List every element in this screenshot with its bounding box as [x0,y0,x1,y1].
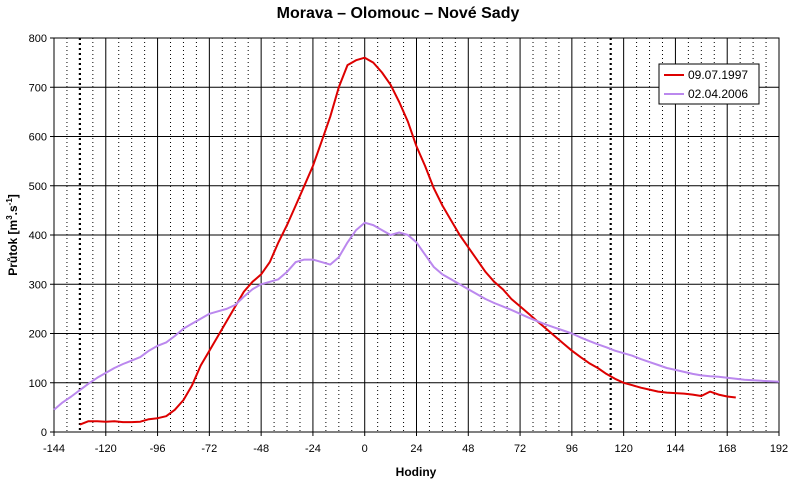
y-tick-label: 500 [29,181,47,193]
x-tick-label: -24 [305,443,321,455]
x-tick-label: 0 [362,443,368,455]
y-tick-label: 100 [29,378,47,390]
legend-box [658,63,760,105]
x-tick-label: 96 [566,443,578,455]
x-axis-label: Hodiny [396,465,437,479]
chart-title: Morava – Olomouc – Nové Sady [277,5,520,22]
x-tick-label: -72 [201,443,217,455]
x-tick-label: 48 [462,443,474,455]
x-tick-label: 192 [770,443,788,455]
series-line-2 [53,221,780,411]
legend: 09.07.1997 02.04.2006 [658,63,760,105]
y-tick-label: 800 [29,33,47,45]
x-tick-label: 144 [666,443,684,455]
x-tick-label: 168 [718,443,736,455]
grid [54,38,779,432]
y-tick-label: 200 [29,329,47,341]
x-tick-label: 24 [410,443,422,455]
legend-label-1: 09.07.1997 [688,68,748,82]
y-tick-label: 0 [41,427,47,439]
y-tick-label: 600 [29,132,47,144]
x-tick-label: -48 [253,443,269,455]
y-tick-label: 700 [29,82,47,94]
x-tick-label: -144 [43,443,65,455]
series-layer [53,56,780,426]
y-tick-label: 300 [29,279,47,291]
x-tick-label: 120 [614,443,632,455]
x-tick-label: -120 [95,443,117,455]
x-tick-label: -96 [150,443,166,455]
legend-label-2: 02.04.2006 [688,87,748,101]
y-tick-label: 400 [29,230,47,242]
x-tick-label: 72 [514,443,526,455]
tick-labels: -144 -120 -96 -72 -48 -24 0 24 48 72 96 120 144 168 19… [29,33,789,455]
y-axis-label: Průtok [m3.s-1] [5,194,20,276]
series-line-1 [79,56,736,426]
